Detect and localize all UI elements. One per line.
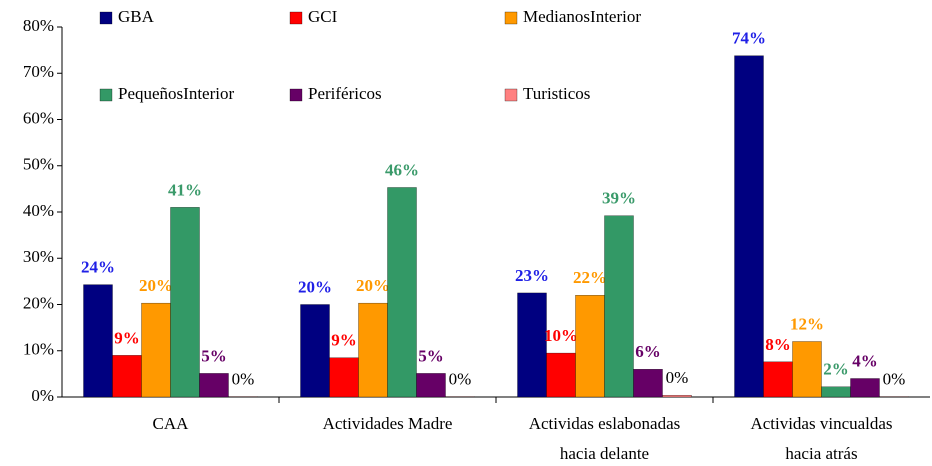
data-label: 22%: [573, 268, 607, 287]
data-label: 20%: [139, 276, 173, 295]
data-label: 5%: [418, 346, 444, 365]
bar: [387, 187, 417, 398]
bar: [662, 394, 692, 398]
legend-swatch: [289, 88, 303, 102]
bar: [358, 302, 388, 398]
bar: [329, 357, 359, 398]
data-label: 20%: [298, 277, 332, 296]
data-label: 74%: [732, 29, 766, 48]
data-label: 39%: [602, 189, 636, 208]
data-label: 9%: [114, 328, 140, 347]
legend-label: PequeñosInterior: [118, 84, 234, 103]
bar: [517, 292, 547, 398]
legend-label: MedianosInterior: [523, 7, 641, 26]
bar: [633, 369, 663, 398]
x-tick-label: Actividades Madre: [323, 414, 453, 433]
legend-label: GCI: [308, 7, 338, 26]
data-label: 10%: [544, 326, 578, 345]
y-tick-label: 70%: [23, 62, 54, 81]
x-tick-label: hacia delante: [560, 444, 649, 463]
y-tick-label: 30%: [23, 247, 54, 266]
legend-swatch: [99, 88, 113, 102]
y-tick-label: 20%: [23, 293, 54, 312]
data-label: 24%: [81, 258, 115, 277]
data-label: 0%: [449, 369, 472, 388]
bar: [83, 284, 113, 398]
y-tick-label: 40%: [23, 201, 54, 220]
bar: [850, 378, 880, 398]
bar: [416, 373, 446, 398]
y-tick-label: 10%: [23, 340, 54, 359]
legend-swatch: [99, 11, 113, 25]
bar: [112, 355, 142, 398]
data-label: 6%: [635, 342, 661, 361]
legend-label: Periféricos: [308, 84, 382, 103]
data-label: 8%: [765, 335, 791, 354]
legend-label: Turisticos: [523, 84, 590, 103]
y-tick-label: 80%: [23, 16, 54, 35]
bar: [170, 207, 200, 398]
data-label: 2%: [823, 360, 849, 379]
bar: [604, 215, 634, 398]
legend-label: GBA: [118, 7, 155, 26]
y-tick-label: 0%: [31, 386, 54, 405]
data-label: 5%: [201, 346, 227, 365]
x-tick-label: Actividas eslabonadas: [529, 414, 681, 433]
data-label: 0%: [666, 368, 689, 387]
data-label: 0%: [232, 369, 255, 388]
bar: [199, 373, 229, 398]
bar: [300, 304, 330, 398]
bar: [141, 302, 171, 398]
legend-swatch: [504, 11, 518, 25]
bar: [821, 386, 851, 398]
bar: [575, 295, 605, 398]
bar: [734, 55, 764, 398]
bar: [763, 361, 793, 398]
bar: [546, 352, 576, 398]
bar: [792, 341, 822, 398]
y-tick-label: 50%: [23, 155, 54, 174]
x-tick-label: CAA: [153, 414, 190, 433]
data-label: 0%: [883, 369, 906, 388]
x-tick-label: hacia atrás: [785, 444, 857, 463]
data-label: 46%: [385, 160, 419, 179]
data-label: 12%: [790, 314, 824, 333]
data-label: 23%: [515, 266, 549, 285]
x-tick-label: Actividas vincualdas: [750, 414, 892, 433]
legend-swatch: [289, 11, 303, 25]
data-label: 41%: [168, 180, 202, 199]
y-tick-label: 60%: [23, 108, 54, 127]
data-label: 9%: [331, 331, 357, 350]
data-label: 4%: [852, 351, 878, 370]
data-label: 20%: [356, 276, 390, 295]
legend-swatch: [504, 88, 518, 102]
